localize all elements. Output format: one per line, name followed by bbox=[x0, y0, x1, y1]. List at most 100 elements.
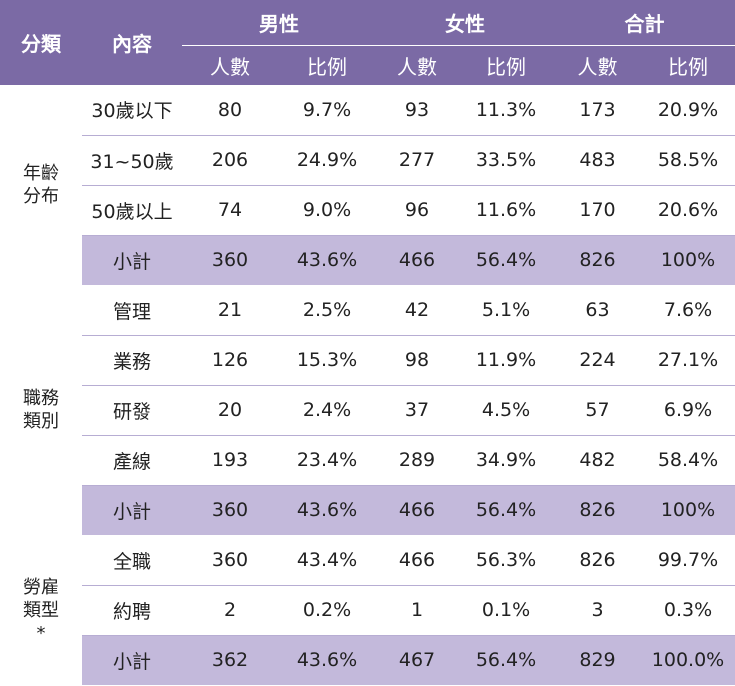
row-label: 50歲以上 bbox=[82, 185, 182, 236]
table-row: 業務 126 15.3% 98 11.9% 224 27.1% bbox=[0, 335, 735, 386]
female-count-cell: 289 bbox=[376, 435, 458, 486]
female-ratio-cell: 0.1% bbox=[458, 585, 554, 636]
female-count-cell: 37 bbox=[376, 385, 458, 436]
female-ratio-cell: 56.4% bbox=[458, 635, 554, 686]
male-ratio-cell: 43.6% bbox=[278, 485, 376, 536]
row-label: 業務 bbox=[82, 335, 182, 386]
category-label: 勞雇 類型 * bbox=[0, 535, 82, 685]
total-count-cell: 224 bbox=[554, 335, 641, 386]
male-count-header: 人數 bbox=[182, 44, 278, 85]
total-ratio-header: 比例 bbox=[641, 44, 735, 85]
female-count-cell: 93 bbox=[376, 85, 458, 136]
table-row: 小計 360 43.6% 466 56.4% 826 100% bbox=[0, 485, 735, 536]
male-count-cell: 360 bbox=[182, 235, 278, 286]
header-total: 合計 bbox=[554, 0, 735, 45]
category-label: 年齡 分布 bbox=[0, 85, 82, 285]
male-count-cell: 2 bbox=[182, 585, 278, 636]
male-ratio-cell: 2.4% bbox=[278, 385, 376, 436]
header-male: 男性 bbox=[182, 0, 376, 45]
male-count-cell: 362 bbox=[182, 635, 278, 686]
total-count-cell: 173 bbox=[554, 85, 641, 136]
female-ratio-cell: 56.4% bbox=[458, 485, 554, 536]
header-female: 女性 bbox=[376, 0, 554, 45]
female-ratio-cell: 11.3% bbox=[458, 85, 554, 136]
female-count-cell: 466 bbox=[376, 235, 458, 286]
total-count-cell: 170 bbox=[554, 185, 641, 236]
total-count-cell: 826 bbox=[554, 235, 641, 286]
total-ratio-cell: 6.9% bbox=[641, 385, 735, 436]
table-row: 31~50歲 206 24.9% 277 33.5% 483 58.5% bbox=[0, 135, 735, 186]
header-content: 內容 bbox=[82, 0, 182, 85]
male-count-cell: 360 bbox=[182, 535, 278, 586]
female-ratio-cell: 34.9% bbox=[458, 435, 554, 486]
male-count-cell: 74 bbox=[182, 185, 278, 236]
total-count-header: 人數 bbox=[554, 44, 641, 85]
row-label: 約聘 bbox=[82, 585, 182, 636]
female-count-cell: 277 bbox=[376, 135, 458, 186]
row-label: 全職 bbox=[82, 535, 182, 586]
table-row: 職務 類別 管理 21 2.5% 42 5.1% 63 7.6% bbox=[0, 285, 735, 535]
table-row: 產線 193 23.4% 289 34.9% 482 58.4% bbox=[0, 435, 735, 486]
female-ratio-cell: 56.4% bbox=[458, 235, 554, 286]
female-ratio-cell: 33.5% bbox=[458, 135, 554, 186]
total-ratio-cell: 99.7% bbox=[641, 535, 735, 586]
male-count-cell: 80 bbox=[182, 85, 278, 136]
total-ratio-cell: 100% bbox=[641, 235, 735, 286]
male-ratio-cell: 43.6% bbox=[278, 635, 376, 686]
table-row: 研發 20 2.4% 37 4.5% 57 6.9% bbox=[0, 385, 735, 436]
subtotal-label: 小計 bbox=[82, 485, 182, 536]
row-label: 31~50歲 bbox=[82, 135, 182, 186]
female-ratio-cell: 11.6% bbox=[458, 185, 554, 236]
header-category: 分類 bbox=[0, 0, 82, 85]
row-label: 管理 bbox=[82, 285, 182, 336]
female-count-cell: 96 bbox=[376, 185, 458, 236]
table-row: 年齡 分布 30歲以下 80 9.7% 93 11.3% 173 20.9% bbox=[0, 85, 735, 285]
table-row: 約聘 2 0.2% 1 0.1% 3 0.3% bbox=[0, 585, 735, 636]
total-ratio-cell: 27.1% bbox=[641, 335, 735, 386]
total-count-cell: 482 bbox=[554, 435, 641, 486]
total-ratio-cell: 58.4% bbox=[641, 435, 735, 486]
total-count-cell: 57 bbox=[554, 385, 641, 436]
male-ratio-cell: 23.4% bbox=[278, 435, 376, 486]
table-row: 勞雇 類型 * 全職 360 43.4% 466 56.3% 826 99.7% bbox=[0, 535, 735, 685]
female-count-cell: 98 bbox=[376, 335, 458, 386]
row-label: 30歲以下 bbox=[82, 85, 182, 136]
row-label: 產線 bbox=[82, 435, 182, 486]
female-ratio-header: 比例 bbox=[458, 44, 554, 85]
male-count-cell: 20 bbox=[182, 385, 278, 436]
subheader-row: 人數 比例 人數 比例 人數 比例 bbox=[0, 44, 735, 85]
total-ratio-cell: 20.9% bbox=[641, 85, 735, 136]
table-row: 50歲以上 74 9.0% 96 11.6% 170 20.6% bbox=[0, 185, 735, 236]
subtotal-label: 小計 bbox=[82, 235, 182, 286]
male-ratio-cell: 43.4% bbox=[278, 535, 376, 586]
total-ratio-cell: 0.3% bbox=[641, 585, 735, 636]
total-ratio-cell: 100.0% bbox=[641, 635, 735, 686]
male-count-cell: 193 bbox=[182, 435, 278, 486]
header-row: 分類 內容 男性 女性 合計 bbox=[0, 0, 735, 85]
total-count-cell: 63 bbox=[554, 285, 641, 336]
female-count-cell: 467 bbox=[376, 635, 458, 686]
male-ratio-cell: 9.0% bbox=[278, 185, 376, 236]
male-ratio-cell: 24.9% bbox=[278, 135, 376, 186]
male-count-cell: 206 bbox=[182, 135, 278, 186]
male-ratio-header: 比例 bbox=[278, 44, 376, 85]
male-count-cell: 360 bbox=[182, 485, 278, 536]
female-count-cell: 466 bbox=[376, 485, 458, 536]
total-ratio-cell: 100% bbox=[641, 485, 735, 536]
category-label: 職務 類別 bbox=[0, 285, 82, 535]
total-count-cell: 826 bbox=[554, 485, 641, 536]
table-row: 小計 362 43.6% 467 56.4% 829 100.0% bbox=[0, 635, 735, 686]
female-ratio-cell: 56.3% bbox=[458, 535, 554, 586]
female-ratio-cell: 11.9% bbox=[458, 335, 554, 386]
total-count-cell: 3 bbox=[554, 585, 641, 636]
table-body: 年齡 分布 30歲以下 80 9.7% 93 11.3% 173 20.9% 31~50歲 206… bbox=[0, 85, 735, 686]
female-ratio-cell: 5.1% bbox=[458, 285, 554, 336]
male-count-cell: 21 bbox=[182, 285, 278, 336]
total-count-cell: 483 bbox=[554, 135, 641, 186]
total-ratio-cell: 20.6% bbox=[641, 185, 735, 236]
female-count-cell: 1 bbox=[376, 585, 458, 636]
total-ratio-cell: 7.6% bbox=[641, 285, 735, 336]
female-count-header: 人數 bbox=[376, 44, 458, 85]
female-ratio-cell: 4.5% bbox=[458, 385, 554, 436]
